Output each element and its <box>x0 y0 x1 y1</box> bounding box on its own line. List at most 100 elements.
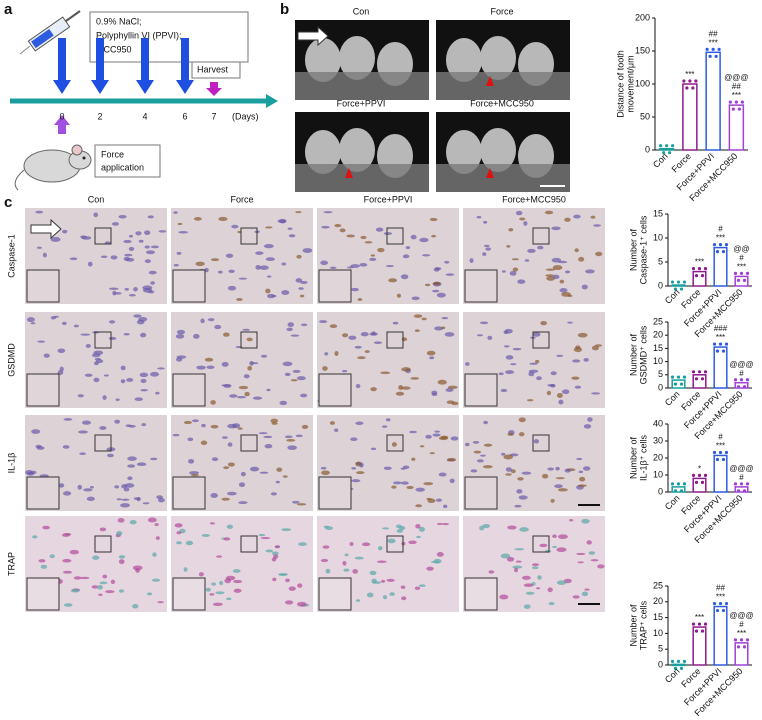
cell <box>551 226 561 231</box>
cell <box>323 211 333 214</box>
cell <box>127 464 136 468</box>
bar <box>671 379 686 389</box>
tooth <box>305 130 341 174</box>
data-dot <box>682 659 687 663</box>
cell <box>264 226 273 229</box>
cell <box>42 525 50 530</box>
cell <box>150 457 158 461</box>
cell <box>593 224 601 227</box>
cell <box>50 236 61 242</box>
cell <box>39 474 49 478</box>
y-axis-label: Number of <box>628 604 638 647</box>
cell <box>366 592 374 598</box>
cell <box>126 257 135 262</box>
arrowhead-marker <box>345 168 353 178</box>
cell <box>521 471 532 475</box>
cell <box>35 444 42 449</box>
cell <box>436 552 444 557</box>
cell <box>201 423 206 428</box>
cell <box>391 442 397 447</box>
data-dot <box>700 629 705 633</box>
cell <box>140 378 147 383</box>
cell <box>252 396 263 400</box>
bar <box>671 663 686 667</box>
cell <box>473 450 482 454</box>
data-dot <box>733 482 738 486</box>
data-dot <box>670 375 675 379</box>
cell <box>77 394 84 398</box>
cell <box>571 376 580 380</box>
y-tick-label: 0 <box>658 382 663 392</box>
cell <box>349 542 354 547</box>
cell <box>558 399 564 405</box>
cell <box>175 334 185 339</box>
cell <box>483 244 490 248</box>
cell <box>547 467 554 471</box>
cell <box>263 243 274 249</box>
inset <box>464 373 498 407</box>
cell <box>377 546 383 551</box>
y-tick-label: 30 <box>653 435 663 445</box>
cell <box>555 477 565 480</box>
significance: *** <box>737 629 746 638</box>
tooth <box>446 130 482 174</box>
cell <box>133 286 138 292</box>
cell <box>116 498 122 501</box>
cell <box>505 355 514 360</box>
cell <box>188 459 195 464</box>
cell <box>418 526 425 532</box>
cell <box>271 557 277 562</box>
cell <box>193 217 202 221</box>
cell <box>433 558 442 564</box>
cell <box>218 216 228 222</box>
cell <box>233 588 242 593</box>
tooth <box>446 38 482 82</box>
cell <box>400 274 409 280</box>
cell <box>80 235 87 239</box>
cell <box>260 537 271 540</box>
bone <box>295 164 429 192</box>
x-tick-label: Con <box>651 151 670 170</box>
cell <box>284 435 293 439</box>
cell <box>271 551 279 556</box>
cell <box>376 560 387 563</box>
cell <box>419 237 429 243</box>
cell <box>385 264 395 268</box>
y-tick-label: 5 <box>658 369 663 379</box>
cell <box>176 355 187 359</box>
bar <box>713 605 728 666</box>
cell <box>93 212 99 218</box>
cell <box>210 400 216 405</box>
cell <box>514 567 519 573</box>
dose-arrow <box>53 38 71 94</box>
inset-source <box>240 227 258 245</box>
cell <box>217 270 223 274</box>
cell <box>429 217 438 222</box>
cell <box>255 265 261 270</box>
cell <box>138 239 144 243</box>
cell <box>103 374 109 377</box>
data-dot <box>736 385 741 389</box>
cell <box>265 257 275 262</box>
data-dot <box>712 243 717 247</box>
cell <box>572 595 580 599</box>
day-label: 6 <box>182 111 187 121</box>
cell <box>148 270 157 275</box>
data-dot <box>697 473 702 477</box>
data-dot <box>724 243 729 247</box>
cell <box>545 274 555 277</box>
cell <box>554 484 563 489</box>
cell <box>192 419 199 423</box>
cell <box>539 543 548 548</box>
cell <box>287 445 297 451</box>
data-dot <box>679 287 684 291</box>
cell <box>569 518 574 522</box>
cell <box>360 332 369 337</box>
cell <box>99 426 107 430</box>
cell <box>226 597 232 601</box>
cell <box>339 228 346 233</box>
bar <box>692 626 707 666</box>
cell <box>524 259 530 262</box>
cell <box>574 248 579 253</box>
data-dot <box>718 601 723 606</box>
